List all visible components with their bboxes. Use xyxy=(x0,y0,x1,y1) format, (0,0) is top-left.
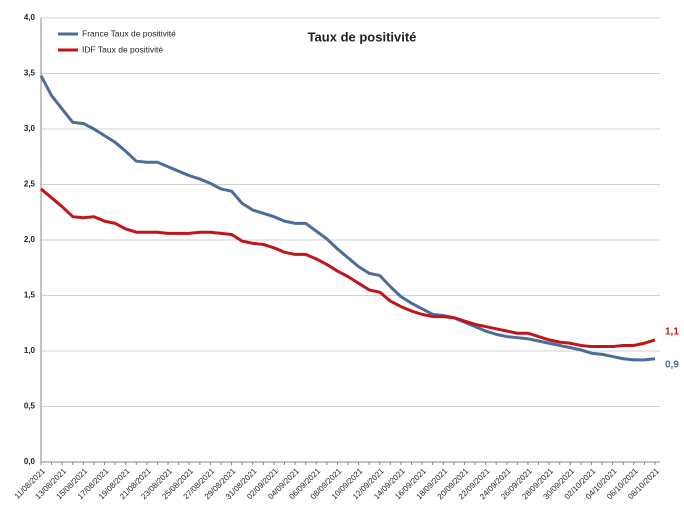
y-tick-label: 2,0 xyxy=(24,235,36,244)
y-tick-label: 0,5 xyxy=(24,402,36,411)
series-line xyxy=(39,75,656,362)
legend-label: IDF Taux de positivité xyxy=(82,44,163,54)
y-tick-label: 0,0 xyxy=(24,457,36,466)
y-tick-label: 4,0 xyxy=(24,13,36,22)
y-tick-label: 1,5 xyxy=(24,291,36,300)
series-line xyxy=(40,187,656,349)
end-label: 1,1 xyxy=(665,327,679,338)
end-label: 0,9 xyxy=(665,359,679,370)
y-tick-label: 2,5 xyxy=(24,180,36,189)
legend-label: France Taux de positivité xyxy=(82,28,176,38)
y-tick-label: 3,5 xyxy=(24,69,36,78)
y-tick-label: 3,0 xyxy=(24,124,36,133)
chart-title: Taux de positivité xyxy=(308,29,417,44)
y-tick-label: 1,0 xyxy=(24,346,36,355)
